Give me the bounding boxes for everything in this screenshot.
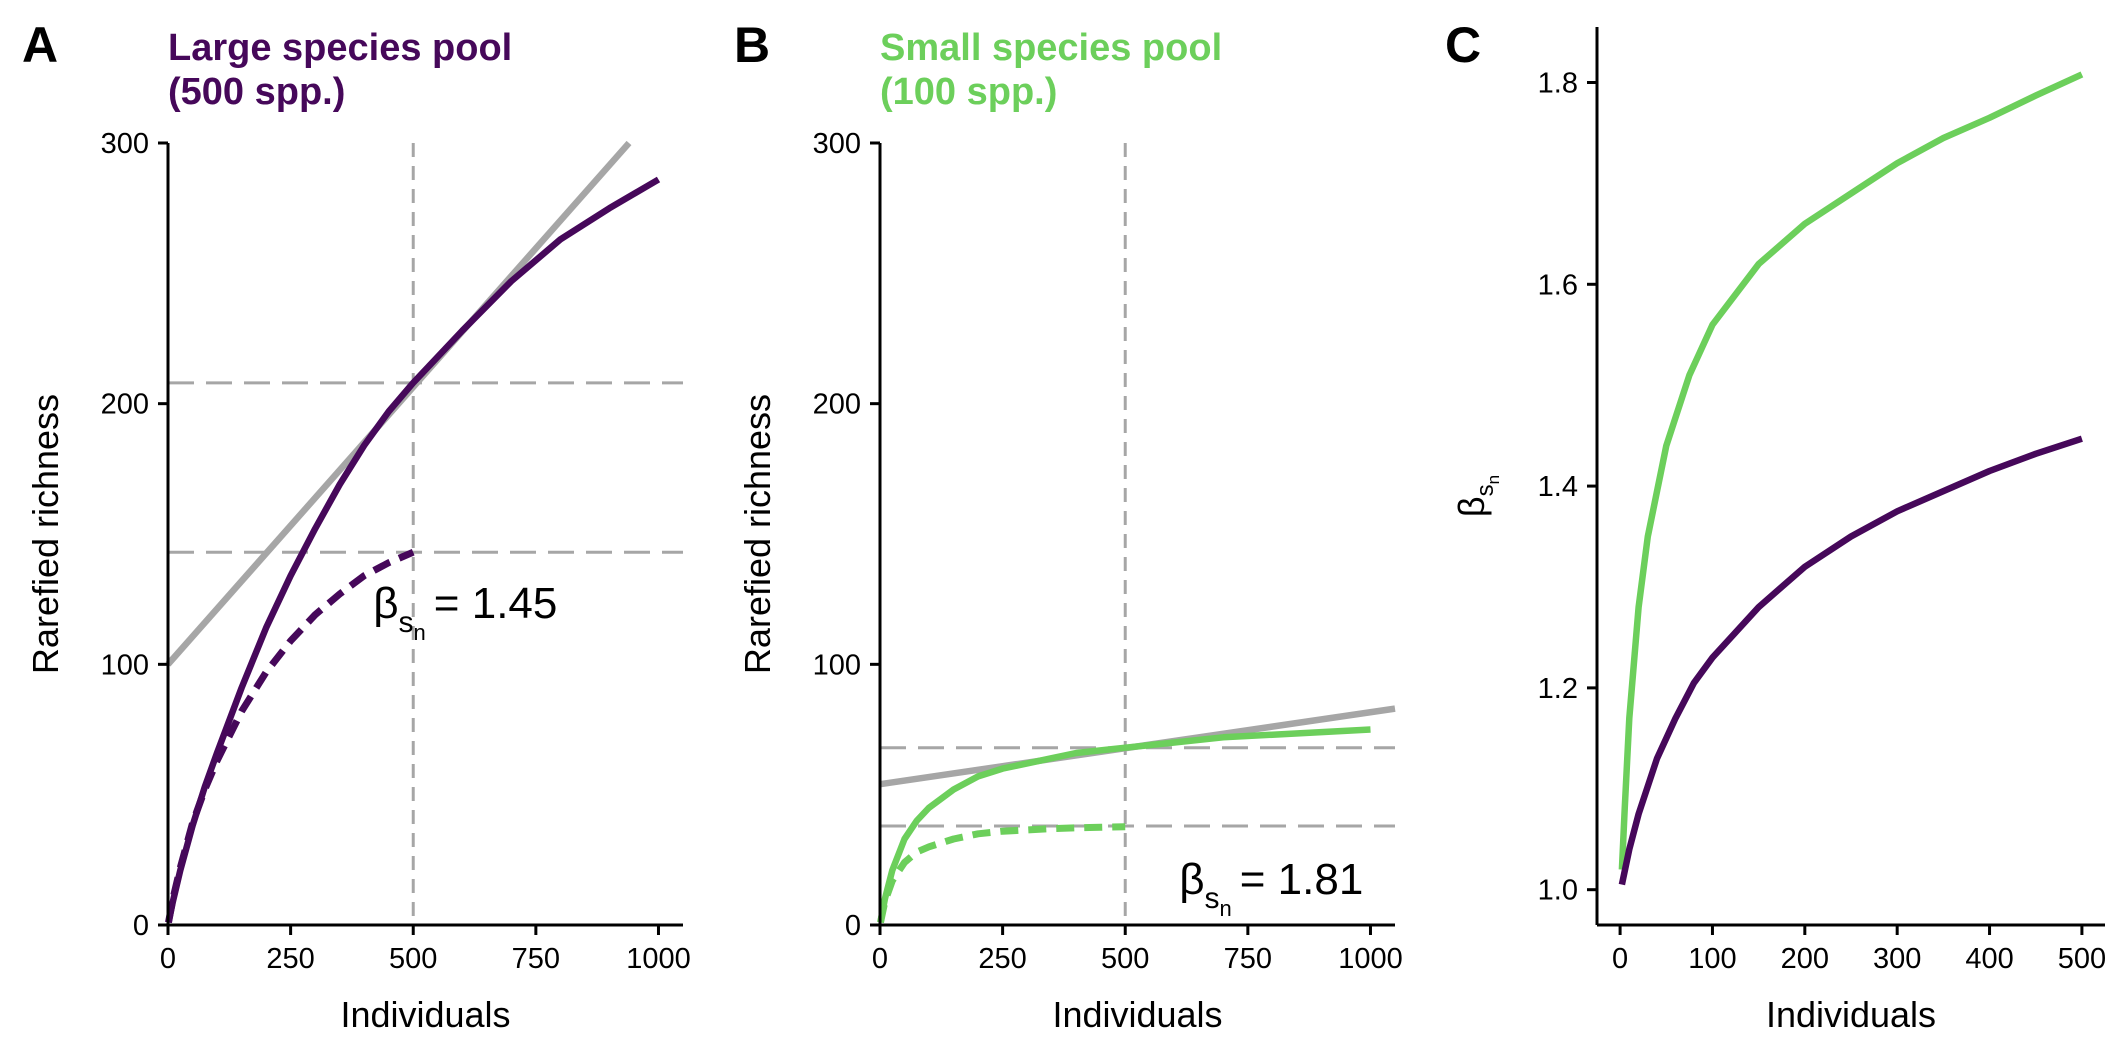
beta-annotation: βsn = 1.45	[373, 579, 557, 645]
panel-b: B Small species pool(100 spp.) 0 250 500 750 1…	[734, 17, 1403, 1035]
x-tick-label: 250	[978, 943, 1026, 975]
panel-letter: B	[734, 17, 770, 73]
y-tick-label: 1.8	[1538, 67, 1578, 99]
x-tick-label: 300	[1873, 943, 1921, 975]
y-tick-label: 1.2	[1538, 673, 1578, 705]
beta-subscript: s	[399, 606, 414, 639]
y-tick-label: 100	[813, 649, 861, 681]
panel-letter: A	[22, 17, 58, 73]
beta-symbol: β	[1179, 855, 1204, 904]
series-line-1	[877, 726, 1371, 923]
beta-subscript: s	[1205, 882, 1220, 915]
y-axis-label: Rarefied richness	[737, 394, 778, 674]
x-tick-label: 200	[1781, 943, 1829, 975]
panel-title-line-1: Small species pool	[880, 27, 1222, 69]
panel-title-line-2: (500 spp.)	[168, 71, 345, 113]
beta-value: = 1.81	[1240, 855, 1364, 904]
x-tick-label: 1000	[1338, 943, 1403, 975]
beta-annotation: βsn = 1.81	[1179, 855, 1363, 921]
y-axis-label-subsub: n	[1484, 475, 1503, 484]
panel-letter: C	[1445, 17, 1481, 73]
y-axis-label-beta: β	[1451, 496, 1492, 517]
y-tick-label: 100	[101, 649, 149, 681]
x-tick-label: 500	[389, 943, 437, 975]
y-tick-label: 300	[101, 128, 149, 160]
x-tick-label: 500	[1101, 943, 1149, 975]
x-tick-label: 750	[512, 943, 560, 975]
beta-subsubscript: n	[1220, 896, 1232, 921]
beta-symbol: β	[373, 579, 398, 628]
x-axis-label: Individuals	[1052, 994, 1222, 1035]
series-line-1	[1618, 71, 2084, 870]
panel-title-line-1: Large species pool	[168, 27, 512, 69]
series-dashed-line	[165, 548, 415, 924]
x-tick-label: 1000	[626, 943, 691, 975]
x-tick-label: 0	[872, 943, 888, 975]
panel-c: C 0 100 200 300 400 500 1.0 1.2 1.4 1.6 1.8 Individu…	[1445, 17, 2106, 1035]
beta-subsubscript: n	[414, 620, 426, 645]
y-tick-label: 300	[813, 128, 861, 160]
panel-title-line-2: (100 spp.)	[880, 71, 1057, 113]
x-tick-label: 500	[2058, 943, 2106, 975]
y-axis-label: Rarefied richness	[25, 394, 66, 674]
beta-value: = 1.45	[434, 579, 558, 628]
y-tick-label: 200	[101, 389, 149, 421]
x-axis-label: Individuals	[340, 994, 510, 1035]
y-tick-label: 0	[133, 910, 149, 942]
y-tick-label: 1.6	[1538, 269, 1578, 301]
y-tick-label: 1.0	[1538, 875, 1578, 907]
y-axis-label: βsn	[1451, 475, 1503, 517]
x-tick-label: 400	[1965, 943, 2013, 975]
y-tick-label: 0	[845, 910, 861, 942]
series-line-2	[1618, 435, 2083, 886]
x-tick-label: 100	[1688, 943, 1736, 975]
series-dashed-line	[877, 823, 1126, 924]
x-tick-label: 0	[1612, 943, 1628, 975]
y-tick-label: 1.4	[1538, 471, 1578, 503]
y-tick-label: 200	[813, 389, 861, 421]
x-tick-label: 750	[1224, 943, 1272, 975]
y-axis-label-sub: s	[1472, 484, 1499, 496]
x-tick-label: 0	[160, 943, 176, 975]
x-tick-label: 250	[266, 943, 314, 975]
x-axis-label: Individuals	[1766, 994, 1936, 1035]
panel-a: A Large species pool(500 spp.) 0 250 500 750 1…	[22, 17, 691, 1035]
